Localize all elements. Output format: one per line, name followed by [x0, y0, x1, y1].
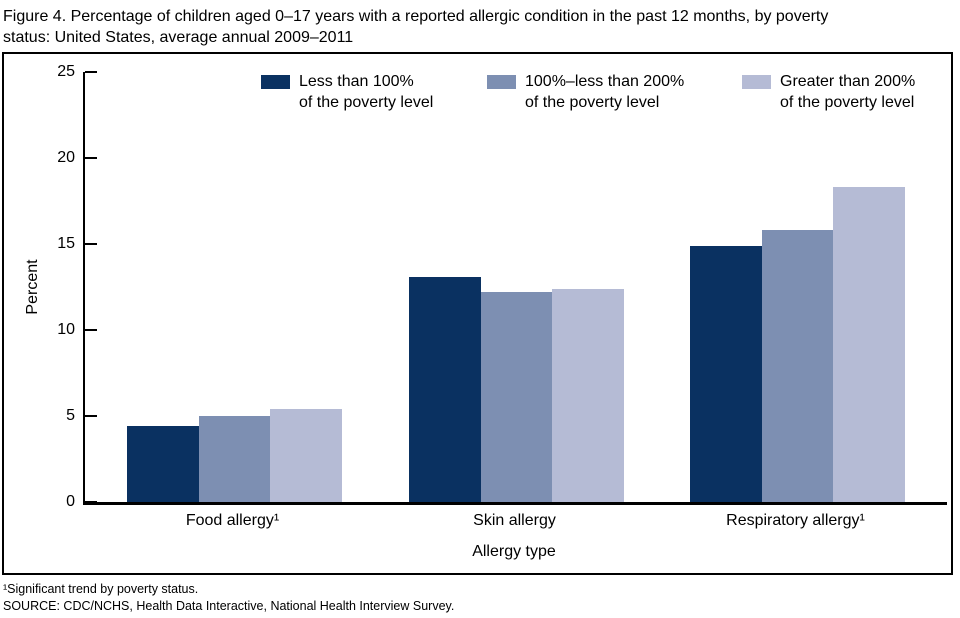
legend-label-less-than-100: Less than 100% of the poverty level [299, 73, 434, 111]
bar-series-0-category-1 [409, 277, 481, 502]
y-tick-label: 15 [57, 235, 75, 252]
y-tick [85, 243, 97, 245]
legend-label-100-to-200: 100%–less than 200% of the poverty level [525, 73, 685, 111]
figure-title-line-1: Figure 4. Percentage of children aged 0–… [3, 8, 829, 25]
category-label: Skin allergy [473, 512, 556, 529]
legend-swatch-greater-than-200 [742, 75, 771, 89]
y-axis-title: Percent [24, 259, 41, 315]
legend-swatch-100-to-200 [487, 75, 516, 89]
bar-series-1-category-0 [198, 416, 271, 502]
y-tick [85, 71, 97, 73]
plot-area: 0 5 10 15 20 25 [57, 63, 947, 510]
bar-series-0-category-2 [690, 246, 762, 502]
chart-frame: Less than 100% of the poverty level 100%… [2, 52, 953, 575]
footnote-source: SOURCE: CDC/NCHS, Health Data Interactiv… [3, 599, 455, 613]
bar-group [690, 187, 905, 502]
bar-series-2-category-1 [552, 289, 624, 502]
y-tick-label: 0 [66, 493, 75, 510]
bar-series-2-category-2 [833, 187, 905, 502]
bar-series-1-category-2 [761, 230, 834, 502]
y-tick [85, 415, 97, 417]
legend-swatch-less-than-100 [261, 75, 290, 89]
y-tick [85, 329, 97, 331]
bar-series-0-category-0 [127, 426, 199, 502]
legend-entry-greater-than-200: Greater than 200% of the poverty level [742, 71, 915, 113]
figure-title-line-2: status: United States, average annual 20… [3, 29, 354, 46]
legend-label-greater-than-200: Greater than 200% of the poverty level [780, 73, 916, 111]
category-label: Food allergy¹ [185, 512, 280, 529]
bar-series-2-category-0 [270, 409, 342, 502]
x-axis-title: Allergy type [472, 543, 556, 560]
y-tick [85, 157, 97, 159]
y-tick [85, 501, 97, 503]
y-tick-label: 5 [66, 407, 75, 424]
figure-title: Figure 4. Percentage of children aged 0–… [3, 6, 953, 48]
bar-group [409, 277, 624, 502]
category-label: Respiratory allergy¹ [726, 512, 865, 529]
y-tick-label: 20 [57, 149, 75, 166]
legend-entry-less-than-100: Less than 100% of the poverty level [261, 71, 433, 113]
bar-group [127, 409, 342, 502]
y-tick-label: 25 [57, 63, 75, 80]
legend-entry-100-to-200: 100%–less than 200% of the poverty level [487, 71, 684, 113]
bar-series-1-category-1 [480, 292, 553, 502]
footnote-significant-trend: ¹Significant trend by poverty status. [3, 582, 199, 596]
y-tick-label: 10 [57, 321, 75, 338]
